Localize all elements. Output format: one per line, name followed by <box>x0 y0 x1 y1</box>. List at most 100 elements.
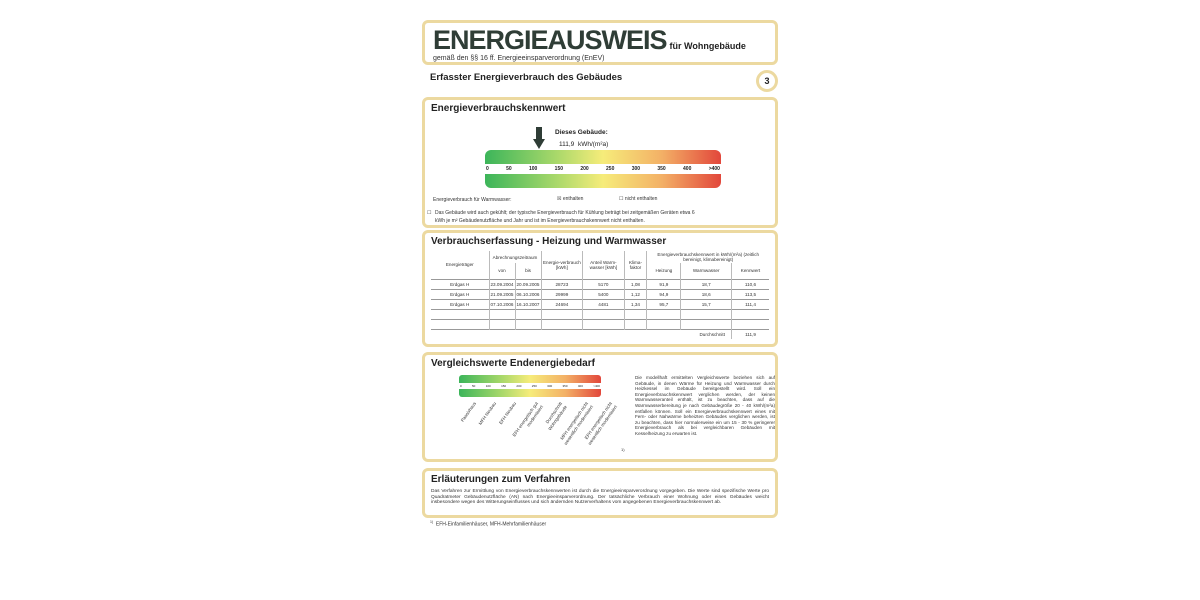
cooling-checkbox[interactable]: ☐ <box>427 210 432 216</box>
footnote-mark: 1) <box>430 520 434 524</box>
kennwert-heading: Energieverbrauchskennwert <box>431 103 566 114</box>
table-cell: 18,7 <box>680 278 732 289</box>
building-unit: kWh/(m²a) <box>577 141 609 148</box>
erlaeuterung-heading: Erläuterungen zum Verfahren <box>431 474 571 485</box>
vergleich-heading: Vergleichswerte Endenergiebedarf <box>431 358 595 369</box>
scale-tick: 350 <box>657 166 666 172</box>
scale-tick: 200 <box>580 166 589 172</box>
table-cell: 24694 <box>540 298 583 309</box>
vergleich-footnote-mark: 1) <box>621 447 625 452</box>
scale-tick: 0 <box>460 384 462 388</box>
table-cell: 113,5 <box>730 288 769 299</box>
scale-tick: 50 <box>506 166 512 172</box>
empty-row <box>431 318 769 329</box>
table-cell: 07.10.2006 <box>488 298 515 309</box>
scale-tick: 400 <box>577 384 583 388</box>
building-value: 111,9 <box>559 141 575 148</box>
table-cell: 20.09.2005 <box>514 278 541 289</box>
scale-tick: 150 <box>554 166 564 172</box>
table-cell <box>488 308 515 319</box>
vergleich-box: Vergleichswerte Endenergiebedarf 0 50 100 1… <box>422 352 778 462</box>
table-cell <box>431 308 489 319</box>
warmwasser-label: Energieverbrauch für Warmwasser: <box>433 197 512 203</box>
footnote-text: EFH-Einfamilienhäuser, MFH-Mehrfamilienh… <box>435 521 547 528</box>
table-cell <box>680 318 732 329</box>
table-cell <box>680 308 732 319</box>
table-cell <box>540 318 583 329</box>
table-cell <box>431 318 489 329</box>
scale-tick: 0 <box>486 166 489 172</box>
table-cell: 1,08 <box>623 278 647 289</box>
empty-row <box>431 308 769 319</box>
table-cell <box>514 308 541 319</box>
scale-tick: 100 <box>529 166 538 172</box>
comparison-scale: 0 50 100 150 200 250 300 350 400 >400 <box>459 375 601 397</box>
cooling-note: ☐ Das Gebäude wird auch gekühlt; der typi… <box>427 209 697 225</box>
scale-tick: >400 <box>708 166 720 172</box>
table-cell <box>646 318 681 329</box>
table-cell <box>623 308 647 319</box>
table-cell: Erdgas H <box>431 288 489 299</box>
table-cell: 28723 <box>540 278 583 289</box>
building-label: Dieses Gebäude: <box>555 129 608 136</box>
erlaeuterung-box: Erläuterungen zum Verfahren Das Verfahre… <box>422 468 778 518</box>
table-cell: 29999 <box>540 288 583 299</box>
table-cell: 4481 <box>582 298 624 309</box>
table-cell: 21.09.2005 <box>488 288 515 299</box>
col-traeger: Energieträger <box>445 262 474 268</box>
table-cell <box>730 308 769 319</box>
table-cell: 1,34 <box>623 298 647 309</box>
avg-label: Durchschnitt <box>431 328 732 339</box>
table-cell: 5170 <box>582 278 624 289</box>
option-nicht-enthalten[interactable]: ☐ nicht enthalten <box>619 196 658 202</box>
table-cell: Erdgas H <box>431 298 489 309</box>
vergleich-text: Die modellhaft ermittelten Vergleichswer… <box>635 375 775 436</box>
verbrauch-table: Energieträger Abrechnungszeitraum Energie-… <box>431 251 769 339</box>
col-bis: bis <box>514 263 541 279</box>
table-cell <box>623 318 647 329</box>
table-cell <box>582 308 624 319</box>
scale-tick: >400 <box>593 384 600 388</box>
scale-tick: 400 <box>683 166 692 172</box>
col-verbrauch: Energie-verbrauch [kWh] <box>540 251 583 279</box>
table-cell: 23.09.2004 <box>488 278 515 289</box>
scale-tick: 300 <box>547 384 553 388</box>
document-title: ENERGIEAUSWEIS <box>433 25 668 55</box>
table-cell: Erdgas H <box>431 278 489 289</box>
col-von: von <box>488 263 515 279</box>
table-row: Erdgas H 21.09.2005 06.10.2006 29999 5400 1,1… <box>431 288 769 299</box>
col-heizung: Heizung <box>646 263 681 279</box>
verbrauch-heading: Verbrauchserfassung - Heizung und Warmwa… <box>431 236 667 247</box>
document-subtitle: gemäß den §§ 16 ff. Energieeinsparverord… <box>433 55 605 62</box>
footnote: 1) EFH-Einfamilienhäuser, MFH-Mehrfamili… <box>430 520 546 528</box>
table-cell <box>540 308 583 319</box>
verbrauch-box: Verbrauchserfassung - Heizung und Warmwa… <box>422 230 778 347</box>
table-cell: 110,6 <box>730 278 769 289</box>
table-cell: 95,7 <box>646 298 681 309</box>
table-cell <box>488 318 515 329</box>
scale-tick: 100 <box>485 384 491 388</box>
scale-tick: 150 <box>501 384 507 388</box>
avg-value: 111,9 <box>730 328 769 339</box>
table-cell: 06.10.2006 <box>514 288 541 299</box>
table-row: Erdgas H 23.09.2004 20.09.2005 28723 5170 1,0… <box>431 278 769 289</box>
col-anteil: Anteil Warm-wasser [kWh] <box>582 251 624 279</box>
table-row: Erdgas H 07.10.2006 16.10.2007 24694 4481 1,3… <box>431 298 769 309</box>
header-box: ENERGIEAUSWEIS für Wohngebäude gemäß den … <box>422 20 778 65</box>
scale-tick: 50 <box>472 384 476 388</box>
building-value-line: 111,9 kWh/(m²a) <box>559 141 608 148</box>
table-cell: 111,4 <box>730 298 769 309</box>
option-enthalten-label: enthalten <box>562 196 584 202</box>
option-enthalten[interactable]: ☒ enthalten <box>557 196 584 202</box>
col-kennwert: Kennwert <box>730 263 769 279</box>
table-cell <box>730 318 769 329</box>
option-nicht-label: nicht enthalten <box>624 196 658 202</box>
cooling-note-text: Das Gebäude wird auch gekühlt; der typis… <box>435 210 695 224</box>
energy-scale: 0 50 100 150 200 250 300 350 400 >400 <box>485 150 721 188</box>
scale-tick: 350 <box>562 384 568 388</box>
col-klima: Klima-faktor <box>623 251 647 279</box>
scale-tick: 300 <box>631 166 641 172</box>
table-cell: 94,9 <box>646 288 681 299</box>
col-kennwert-group: Energieverbrauchskennwert in kWh/(m²a) (… <box>646 251 769 263</box>
kennwert-box: Energieverbrauchskennwert Dieses Gebäude… <box>422 97 778 228</box>
